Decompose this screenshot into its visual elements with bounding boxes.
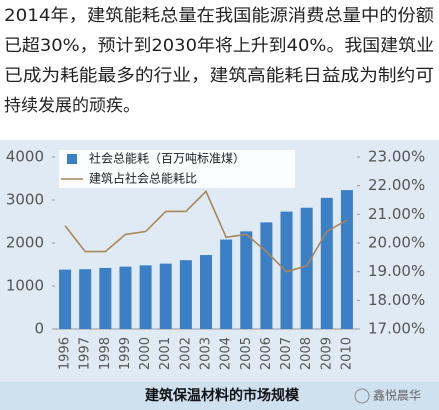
y-tick-label: 4000 <box>6 148 44 166</box>
x-tick-label: 1996 <box>58 337 73 370</box>
bar <box>220 239 233 329</box>
x-tick-label: 2008 <box>299 337 314 370</box>
bar <box>179 260 192 329</box>
legend-label: 社会总能耗（百万吨标准煤） <box>89 151 245 166</box>
y2-tick-label: 21.00% <box>368 205 425 223</box>
bar <box>300 207 313 329</box>
x-tick-label: 1997 <box>78 337 93 370</box>
bar <box>340 190 353 329</box>
bar <box>159 263 172 329</box>
x-tick-label: 2002 <box>178 337 193 370</box>
bar <box>200 255 212 329</box>
bar <box>99 267 112 329</box>
paragraph-line: 持续发展的顽疾。 <box>4 96 140 116</box>
y2-tick-label: 20.00% <box>368 234 425 252</box>
x-tick-label: 2003 <box>199 337 214 370</box>
bar <box>119 266 132 329</box>
bar <box>260 222 273 329</box>
x-tick-label: 2009 <box>319 337 334 370</box>
bar <box>240 231 253 329</box>
legend-label: 建筑占社会总能耗比 <box>89 171 197 186</box>
logo-icon <box>354 388 370 404</box>
x-tick-label: 2010 <box>339 337 354 370</box>
bar <box>280 211 293 329</box>
y2-tick-label: 17.00% <box>368 320 425 338</box>
y-tick-label: 0 <box>34 320 44 338</box>
x-tick-label: 2004 <box>219 337 234 370</box>
x-tick-label: 1998 <box>98 337 113 370</box>
x-tick-label: 2001 <box>158 337 173 370</box>
line <box>64 190 348 273</box>
legend-swatch <box>67 154 77 164</box>
y-tick-label: 1000 <box>6 277 44 295</box>
caption: 建筑保温材料的市场规模 <box>145 387 300 404</box>
x-tick-label: 2006 <box>259 337 274 370</box>
x-tick-label: 2000 <box>138 337 153 370</box>
caption-band <box>0 382 439 410</box>
paragraph-line: 已超30%，预计到2030年将上升到40%。我国建筑业 <box>4 36 434 56</box>
y2-tick-label: 22.00% <box>368 176 425 194</box>
y2-tick-label: 23.00% <box>368 148 425 166</box>
y2-tick-label: 19.00% <box>368 262 425 280</box>
x-tick-label: 2005 <box>239 337 254 370</box>
bar <box>79 269 92 329</box>
source: 鑫悦晨华 <box>373 388 421 403</box>
bar <box>59 269 72 329</box>
x-tick-label: 2007 <box>279 337 294 370</box>
bar <box>139 265 152 329</box>
legend-box <box>59 150 295 188</box>
y-tick-label: 2000 <box>6 234 44 252</box>
paragraph-line: 已成为耗能最多的行业，建筑高能耗日益成为制约可 <box>4 66 434 86</box>
y2-tick-label: 18.00% <box>368 291 425 309</box>
paragraph-line: 2014年，建筑能耗总量在我国能源消费总量中的份额 <box>4 6 434 26</box>
y-tick-label: 3000 <box>6 191 44 209</box>
bar <box>320 197 333 329</box>
x-tick-label: 1999 <box>118 337 133 370</box>
